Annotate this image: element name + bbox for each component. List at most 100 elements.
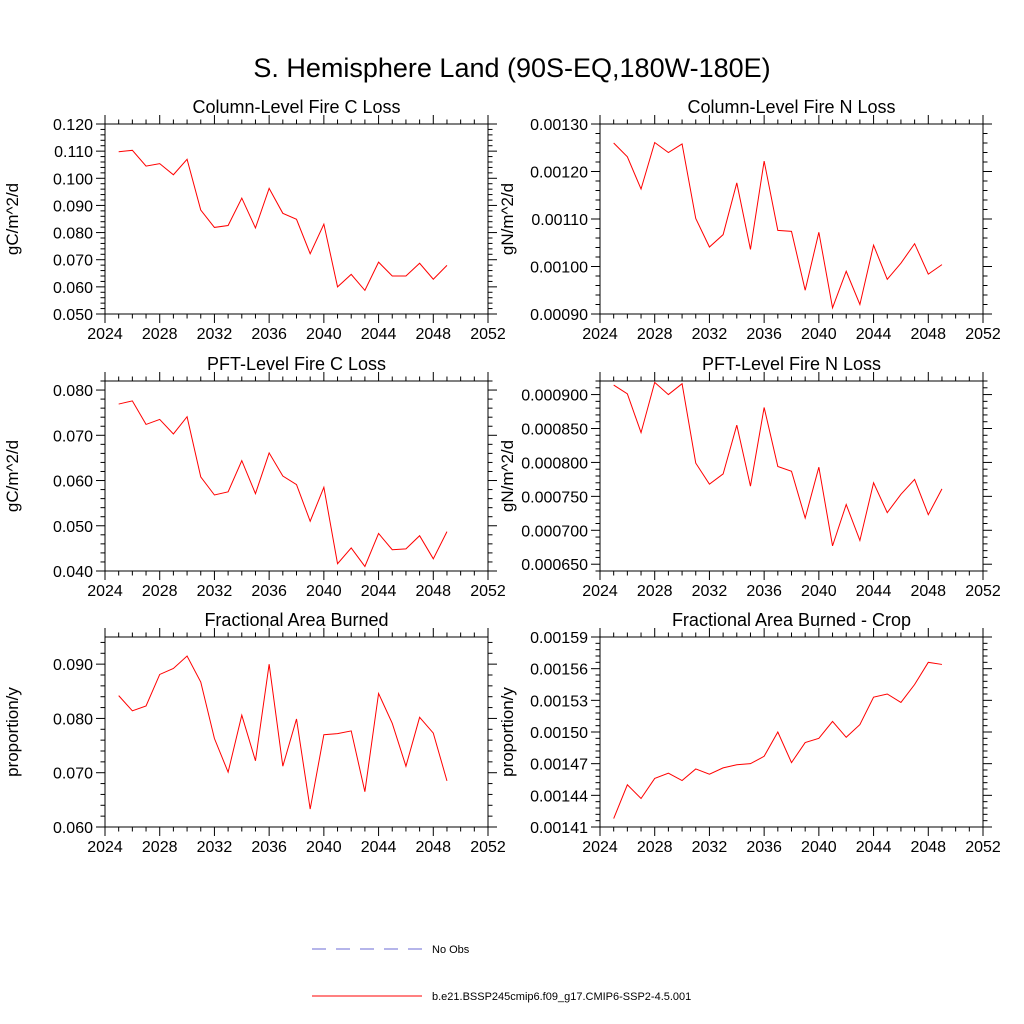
y-tick-label: 0.000850 (521, 422, 588, 439)
x-tick-label: 2052 (965, 583, 1001, 600)
chart-panel-3: PFT-Level Fire C Loss 2024 2028 2032 2036 204… (3, 354, 506, 600)
panel-title: PFT-Level Fire C Loss (207, 354, 386, 374)
plot-frame (599, 123, 984, 315)
x-tick-label: 2048 (415, 839, 451, 856)
y-tick-label: 0.060 (53, 820, 93, 837)
y-tick-label: 0.00156 (530, 662, 588, 679)
x-tick-label: 2048 (415, 326, 451, 343)
x-tick-label: 2052 (470, 583, 506, 600)
x-tick-label: 2036 (746, 326, 782, 343)
chart-panel-2: Column-Level Fire N Loss 2024 2028 2032 2036… (498, 97, 1001, 343)
x-tick-label: 2032 (692, 583, 728, 600)
plot-frame (104, 636, 489, 828)
x-tick-label: 2044 (856, 326, 892, 343)
x-tick-label: 2024 (87, 326, 123, 343)
legend-label-model: b.e21.BSSP245cmip6.f09_g17.CMIP6-SSP2-4.… (432, 991, 691, 1003)
y-tick-label: 0.060 (53, 280, 93, 297)
chart-panel-5: Fractional Area Burned 2024 2028 2032 2036 20… (3, 610, 506, 856)
x-tick-label: 2024 (582, 326, 618, 343)
y-tick-label: 0.000900 (521, 388, 588, 405)
y-tick-label: 0.120 (53, 117, 93, 134)
x-tick-label: 2032 (692, 839, 728, 856)
x-tick-label: 2028 (142, 583, 178, 600)
y-tick-label: 0.000700 (521, 523, 588, 540)
y-tick-label: 0.110 (54, 144, 93, 161)
x-tick-label: 2044 (361, 326, 397, 343)
x-tick-label: 2048 (415, 583, 451, 600)
x-tick-label: 2024 (87, 839, 123, 856)
x-tick-label: 2036 (251, 326, 287, 343)
chart-panel-4: PFT-Level Fire N Loss 2024 2028 2032 2036 204… (498, 354, 1001, 600)
y-tick-label: 0.050 (53, 519, 93, 536)
x-tick-label: 2048 (910, 326, 946, 343)
y-axis-label: gN/m^2/d (498, 440, 517, 512)
y-axis-label: proportion/y (498, 687, 517, 777)
series-line-1 (613, 381, 943, 547)
y-tick-label: 0.00147 (530, 757, 588, 774)
y-tick-label: 0.070 (53, 428, 93, 445)
x-tick-label: 2028 (142, 326, 178, 343)
x-tick-label: 2032 (692, 326, 728, 343)
x-tick-label: 2040 (306, 839, 342, 856)
series-line-1 (613, 661, 943, 819)
y-tick-label: 0.000650 (521, 557, 588, 574)
figure-title: S. Hemisphere Land (90S-EQ,180W-180E) (253, 53, 770, 83)
x-tick-label: 2052 (470, 839, 506, 856)
x-tick-label: 2028 (637, 839, 673, 856)
plot-frame (104, 380, 489, 572)
x-tick-label: 2044 (361, 839, 397, 856)
y-tick-label: 0.060 (53, 474, 93, 491)
chart-panel-1: Column-Level Fire C Loss 2024 2028 2032 2036… (3, 97, 506, 343)
series-line-1 (118, 400, 448, 568)
panel-title: Column-Level Fire C Loss (192, 97, 400, 117)
plot-frame (599, 636, 984, 828)
x-tick-label: 2028 (142, 839, 178, 856)
x-tick-label: 2028 (637, 583, 673, 600)
x-tick-label: 2036 (251, 583, 287, 600)
y-tick-label: 0.080 (53, 383, 93, 400)
x-tick-label: 2044 (361, 583, 397, 600)
y-axis-label: proportion/y (3, 687, 22, 777)
series-line-1 (613, 141, 943, 310)
y-tick-label: 0.00150 (530, 725, 588, 742)
y-axis-label: gC/m^2/d (3, 440, 22, 512)
x-tick-label: 2040 (801, 583, 837, 600)
series-line-1 (118, 149, 448, 292)
x-tick-label: 2052 (965, 326, 1001, 343)
panel-title: Fractional Area Burned - Crop (672, 610, 911, 630)
legend: No Obs b.e21.BSSP245cmip6.f09_g17.CMIP6-… (312, 944, 691, 1003)
x-tick-label: 2032 (197, 839, 233, 856)
x-tick-label: 2036 (746, 583, 782, 600)
y-tick-label: 0.00120 (530, 165, 588, 182)
series-line-1 (118, 655, 448, 810)
chart-panels: Column-Level Fire C Loss 2024 2028 2032 2036… (3, 97, 1001, 856)
panel-title: Fractional Area Burned (204, 610, 388, 630)
plot-frame (599, 380, 984, 572)
y-tick-label: 0.070 (53, 766, 93, 783)
y-tick-label: 0.070 (53, 253, 93, 270)
chart-panel-6: Fractional Area Burned - Crop 2024 2028 203… (498, 610, 1001, 856)
y-tick-label: 0.00100 (530, 260, 588, 277)
x-tick-label: 2048 (910, 839, 946, 856)
y-tick-label: 0.00159 (530, 630, 588, 647)
x-tick-label: 2024 (87, 583, 123, 600)
y-axis-label: gC/m^2/d (3, 183, 22, 255)
panel-title: Column-Level Fire N Loss (687, 97, 895, 117)
x-tick-label: 2040 (306, 326, 342, 343)
y-tick-label: 0.080 (53, 711, 93, 728)
x-tick-label: 2032 (197, 326, 233, 343)
y-tick-label: 0.00153 (530, 693, 588, 710)
x-tick-label: 2036 (251, 839, 287, 856)
y-tick-label: 0.00090 (530, 307, 588, 324)
x-tick-label: 2052 (470, 326, 506, 343)
y-tick-label: 0.00130 (530, 117, 588, 134)
y-tick-label: 0.00110 (531, 212, 588, 229)
y-tick-label: 0.080 (53, 226, 93, 243)
x-tick-label: 2044 (856, 839, 892, 856)
y-axis-label: gN/m^2/d (498, 183, 517, 255)
y-tick-label: 0.090 (53, 198, 93, 215)
x-tick-label: 2028 (637, 326, 673, 343)
panel-title: PFT-Level Fire N Loss (702, 354, 881, 374)
x-tick-label: 2052 (965, 839, 1001, 856)
